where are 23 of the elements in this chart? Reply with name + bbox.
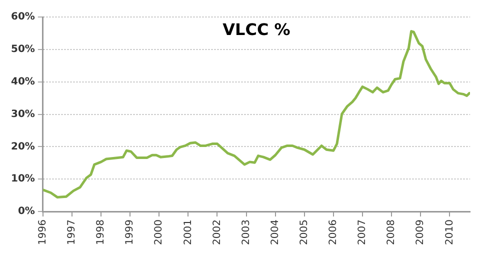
x-tick-label: 2002 xyxy=(212,220,223,246)
x-tick-label: 1997 xyxy=(66,220,78,246)
y-tick-label: 10% xyxy=(11,174,35,185)
y-tick-label: 60% xyxy=(11,12,35,23)
x-tick-label: 2007 xyxy=(357,220,368,246)
x-tick-label: 2003 xyxy=(240,220,252,246)
y-tick-label: 0% xyxy=(18,206,35,218)
x-tick-label: 2006 xyxy=(328,220,340,246)
x-tick-label: 2005 xyxy=(298,220,310,246)
x-tick-label: 1996 xyxy=(38,220,49,246)
x-tick-label: 2004 xyxy=(270,220,281,246)
x-tick-label: 2000 xyxy=(154,220,165,246)
y-tick-label: 50% xyxy=(11,44,35,56)
y-tick-label: 40% xyxy=(11,76,35,88)
y-tick-label: 20% xyxy=(11,141,35,152)
x-tick-label: 1998 xyxy=(96,220,107,246)
x-tick-label: 2009 xyxy=(415,220,426,246)
x-tick-label: 2001 xyxy=(182,220,194,246)
y-tick-label: 30% xyxy=(11,108,35,120)
x-tick-label: 1999 xyxy=(124,220,136,246)
x-tick-label: 2010 xyxy=(444,220,456,246)
chart-title: VLCC % xyxy=(222,20,290,40)
x-tick-label: 2008 xyxy=(386,220,398,246)
